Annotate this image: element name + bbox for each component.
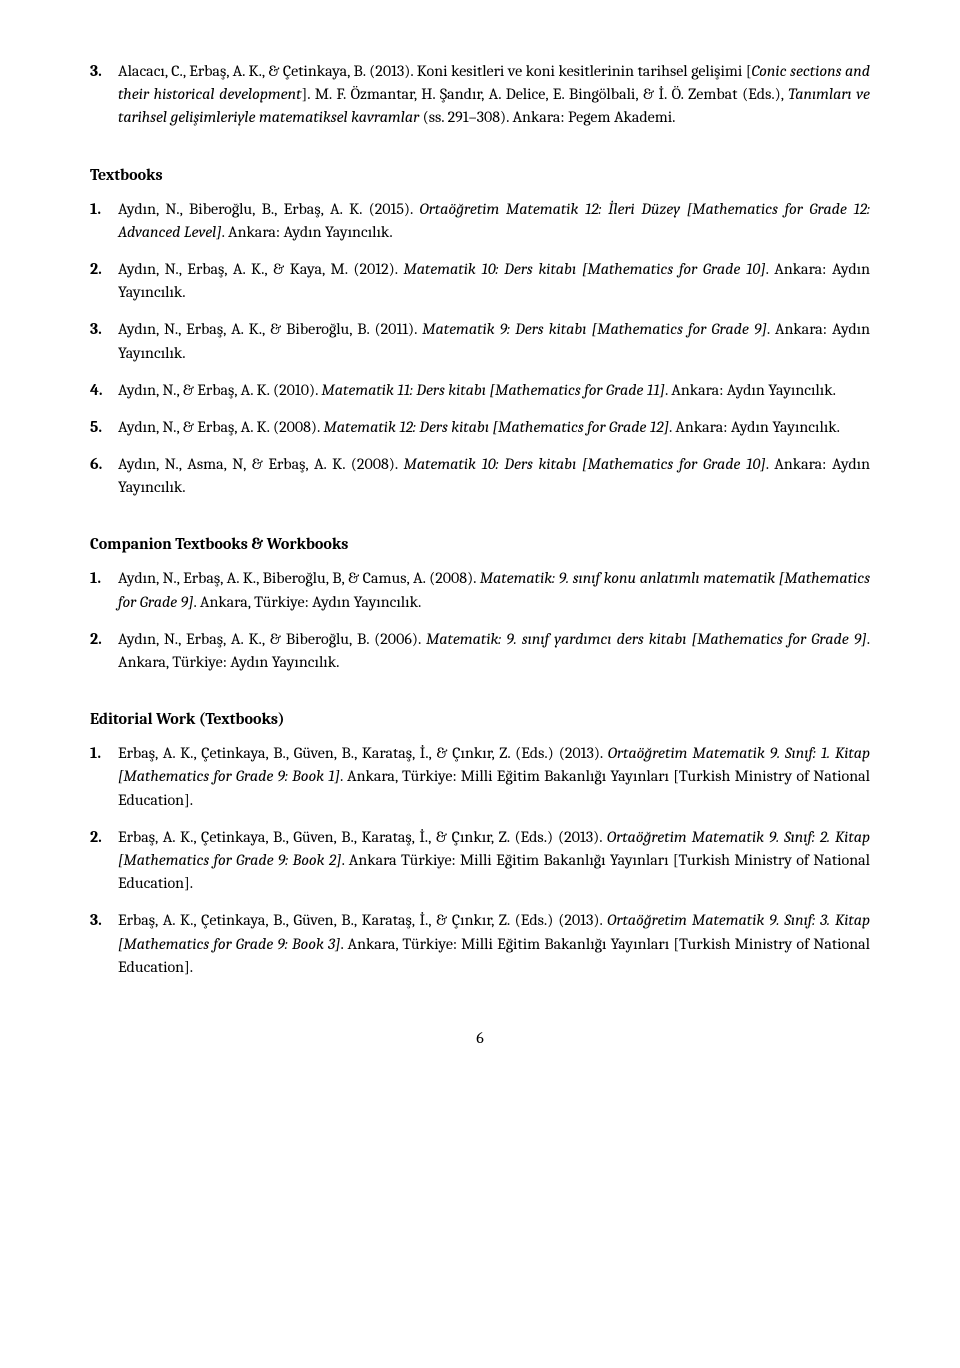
heading-textbooks: Textbooks [90, 166, 870, 184]
reference-entry: 1. Erbaş, A. K., Çetinkaya, B., Güven, B… [90, 742, 870, 812]
entry-text: Aydın, N., Erbaş, A. K., & Biberoğlu, B.… [118, 628, 870, 674]
entry-italic: Matematik 9: Ders kitabı [Mathematics fo… [422, 320, 767, 338]
entry-text: Aydın, N., Erbaş, A. K., Biberoğlu, B, &… [118, 567, 870, 613]
reference-entry: 1. Aydın, N., Biberoğlu, B., Erbaş, A. K… [90, 198, 870, 244]
reference-entry: 3. Alacacı, C., Erbaş, A. K., & Çetinkay… [90, 60, 870, 130]
entry-text: Aydın, N., Biberoğlu, B., Erbaş, A. K. (… [118, 198, 870, 244]
page-container: 3. Alacacı, C., Erbaş, A. K., & Çetinkay… [0, 0, 960, 1087]
reference-entry: 3. Erbaş, A. K., Çetinkaya, B., Güven, B… [90, 909, 870, 979]
heading-editorial: Editorial Work (Textbooks) [90, 710, 870, 728]
entry-prefix: Aydın, N., & Erbaş, A. K. (2010). [118, 381, 321, 399]
entry-number: 2. [90, 826, 118, 896]
entry-number: 4. [90, 379, 118, 402]
entry-suffix: . Ankara: Aydın Yayıncılık. [222, 223, 393, 241]
reference-entry: 2. Aydın, N., Erbaş, A. K., & Kaya, M. (… [90, 258, 870, 304]
entry-prefix: Alacacı, C., Erbaş, A. K., & Çetinkaya, … [118, 62, 752, 80]
entry-number: 5. [90, 416, 118, 439]
entry-number: 6. [90, 453, 118, 499]
entry-number: 1. [90, 198, 118, 244]
entry-number: 3. [90, 60, 118, 130]
entry-suffix: . Ankara: Aydın Yayıncılık. [665, 381, 836, 399]
entry-prefix: Aydın, N., Erbaş, A. K., & Biberoğlu, B.… [118, 630, 426, 648]
entry-text: Erbaş, A. K., Çetinkaya, B., Güven, B., … [118, 826, 870, 896]
entry-italic: Matematik 12: Ders kitabı [Mathematics f… [323, 418, 669, 436]
entry-number: 1. [90, 567, 118, 613]
reference-entry: 5. Aydın, N., & Erbaş, A. K. (2008). Mat… [90, 416, 870, 439]
entry-text: Erbaş, A. K., Çetinkaya, B., Güven, B., … [118, 742, 870, 812]
reference-entry: 6. Aydın, N., Asma, N, & Erbaş, A. K. (2… [90, 453, 870, 499]
entry-number: 1. [90, 742, 118, 812]
page-number: 6 [90, 1029, 870, 1047]
entry-number: 2. [90, 628, 118, 674]
entry-italic: Matematik 11: Ders kitabı [Mathematics f… [321, 381, 665, 399]
reference-entry: 2. Erbaş, A. K., Çetinkaya, B., Güven, B… [90, 826, 870, 896]
entry-text: Aydın, N., & Erbaş, A. K. (2008). Matema… [118, 416, 870, 439]
entry-number: 3. [90, 318, 118, 364]
entry-text: Alacacı, C., Erbaş, A. K., & Çetinkaya, … [118, 60, 870, 130]
reference-entry: 4. Aydın, N., & Erbaş, A. K. (2010). Mat… [90, 379, 870, 402]
entry-prefix: Erbaş, A. K., Çetinkaya, B., Güven, B., … [118, 744, 608, 762]
entry-text: Erbaş, A. K., Çetinkaya, B., Güven, B., … [118, 909, 870, 979]
entry-prefix: Aydın, N., Asma, N, & Erbaş, A. K. (2008… [118, 455, 403, 473]
entry-prefix: Erbaş, A. K., Çetinkaya, B., Güven, B., … [118, 828, 607, 846]
entry-prefix: Aydın, N., Erbaş, A. K., & Biberoğlu, B.… [118, 320, 422, 338]
entry-italic: Matematik 10: Ders kitabı [Mathematics f… [403, 455, 765, 473]
reference-entry: 2. Aydın, N., Erbaş, A. K., & Biberoğlu,… [90, 628, 870, 674]
entry-suffix: ]. M. F. Özmantar, H. Şandır, A. Delice,… [302, 85, 789, 103]
entry-suffix: . Ankara, Türkiye: Aydın Yayıncılık. [194, 593, 422, 611]
entry-suffix-2: (ss. 291–308). Ankara: Pegem Akademi. [419, 108, 675, 126]
entry-prefix: Aydın, N., Erbaş, A. K., Biberoğlu, B, &… [118, 569, 480, 587]
entry-text: Aydın, N., Erbaş, A. K., & Kaya, M. (201… [118, 258, 870, 304]
entry-prefix: Erbaş, A. K., Çetinkaya, B., Güven, B., … [118, 911, 607, 929]
entry-text: Aydın, N., Erbaş, A. K., & Biberoğlu, B.… [118, 318, 870, 364]
entry-italic: Matematik 10: Ders kitabı [Mathematics f… [403, 260, 765, 278]
entry-text: Aydın, N., & Erbaş, A. K. (2010). Matema… [118, 379, 870, 402]
heading-companion: Companion Textbooks & Workbooks [90, 535, 870, 553]
entry-suffix: . Ankara: Aydın Yayıncılık. [669, 418, 840, 436]
entry-text: Aydın, N., Asma, N, & Erbaş, A. K. (2008… [118, 453, 870, 499]
entry-number: 2. [90, 258, 118, 304]
entry-prefix: Aydın, N., & Erbaş, A. K. (2008). [118, 418, 323, 436]
entry-prefix: Aydın, N., Erbaş, A. K., & Kaya, M. (201… [118, 260, 403, 278]
reference-entry: 3. Aydın, N., Erbaş, A. K., & Biberoğlu,… [90, 318, 870, 364]
entry-number: 3. [90, 909, 118, 979]
entry-italic: Matematik: 9. sınıf yardımcı ders kitabı… [426, 630, 867, 648]
entry-prefix: Aydın, N., Biberoğlu, B., Erbaş, A. K. (… [118, 200, 420, 218]
reference-entry: 1. Aydın, N., Erbaş, A. K., Biberoğlu, B… [90, 567, 870, 613]
